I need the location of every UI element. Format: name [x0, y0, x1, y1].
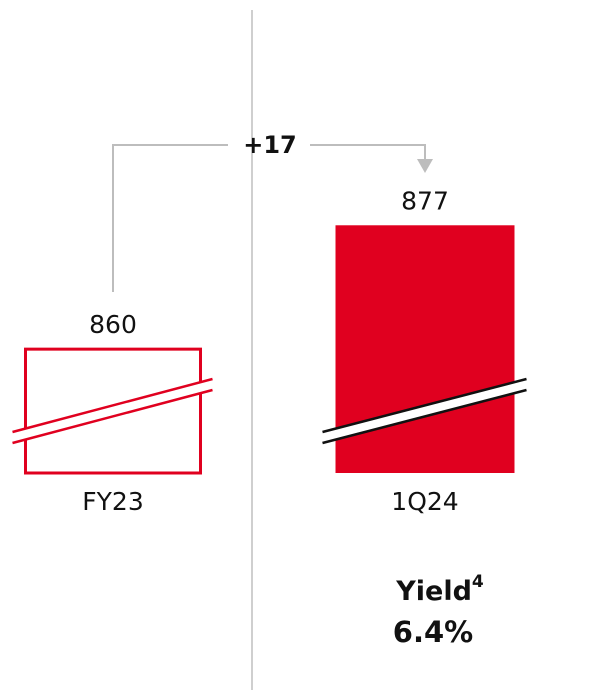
arrow-head — [417, 159, 433, 173]
x-tick-label: FY23 — [82, 487, 143, 516]
footnote: 4 — [472, 572, 484, 592]
axis-break-line — [12, 388, 213, 445]
axis-break — [322, 379, 527, 443]
footer-label: Yield4 — [395, 572, 484, 607]
footer-value: 6.4% — [393, 615, 473, 649]
axis-break-line — [322, 377, 527, 434]
connector-left — [112, 144, 228, 292]
axis-break-line — [322, 388, 527, 445]
connector-right — [310, 144, 426, 160]
footer-label-text: Yield — [395, 576, 472, 607]
value-label: 860 — [89, 310, 137, 339]
value-label: 877 — [401, 186, 449, 215]
x-tick-label: 1Q24 — [391, 487, 458, 516]
axis-break-line — [12, 377, 213, 434]
delta-connector — [112, 144, 426, 292]
bar — [335, 225, 515, 473]
axis-break — [12, 379, 213, 443]
delta-label: +17 — [243, 131, 297, 159]
